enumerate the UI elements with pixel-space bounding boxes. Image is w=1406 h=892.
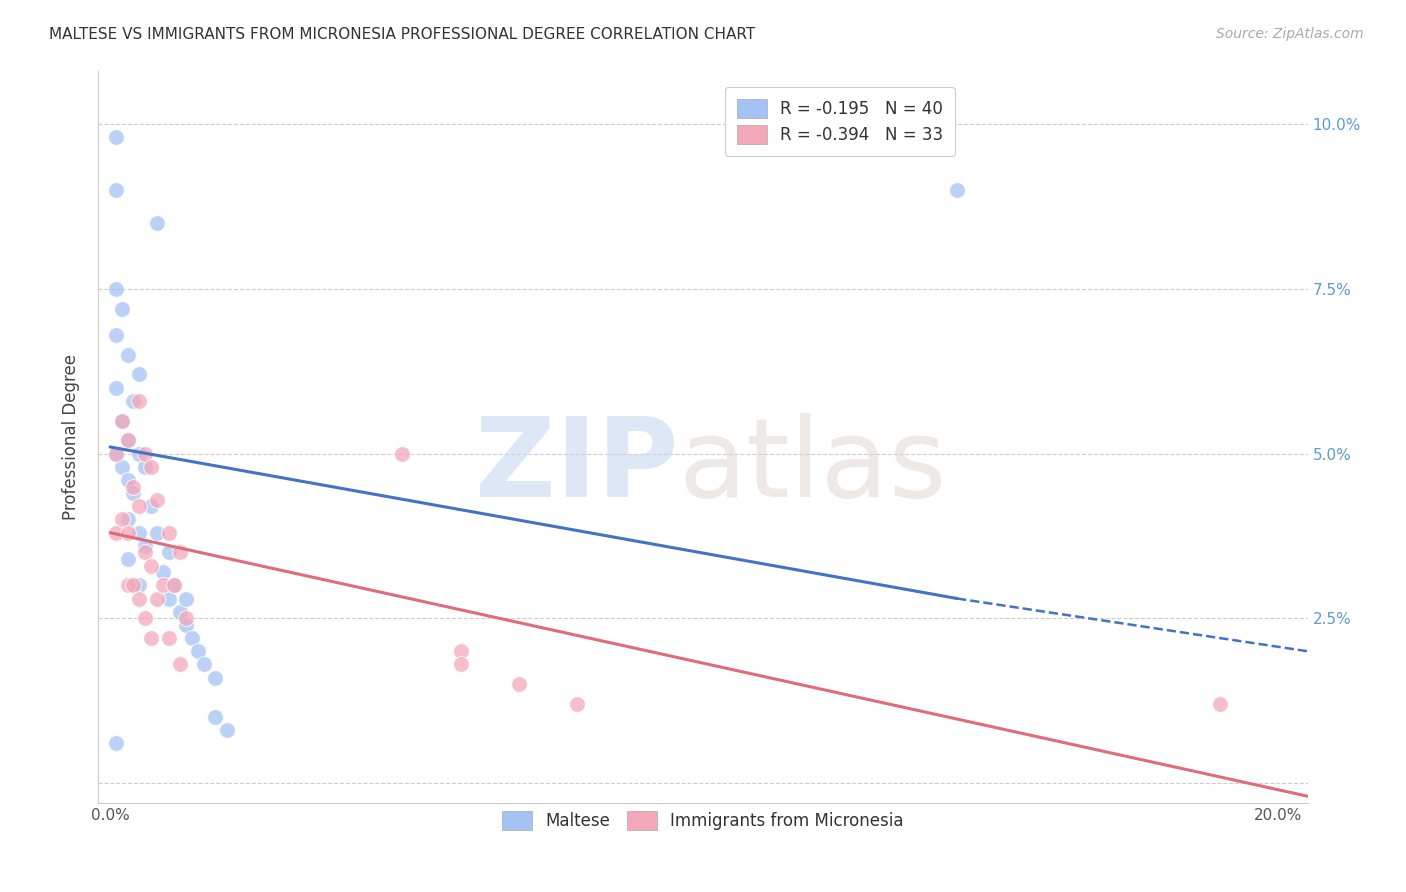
Point — [215, 723, 238, 738]
Point — [111, 301, 134, 316]
Point — [117, 512, 139, 526]
Point — [146, 492, 169, 507]
Point — [128, 368, 150, 382]
Point — [128, 500, 150, 514]
Point — [139, 558, 162, 573]
Point — [450, 644, 472, 658]
Point — [157, 631, 180, 645]
Point — [111, 414, 134, 428]
Point — [187, 644, 209, 658]
Point — [111, 414, 134, 428]
Point — [117, 578, 139, 592]
Point — [104, 737, 127, 751]
Point — [169, 545, 191, 559]
Point — [122, 479, 145, 493]
Point — [128, 393, 150, 408]
Point — [139, 500, 162, 514]
Point — [508, 677, 530, 691]
Point — [174, 618, 197, 632]
Point — [122, 486, 145, 500]
Point — [163, 578, 186, 592]
Point — [157, 545, 180, 559]
Point — [128, 591, 150, 606]
Text: ZIP: ZIP — [475, 413, 679, 520]
Text: atlas: atlas — [679, 413, 948, 520]
Point — [157, 591, 180, 606]
Point — [117, 348, 139, 362]
Point — [134, 446, 156, 460]
Point — [169, 657, 191, 672]
Y-axis label: Professional Degree: Professional Degree — [62, 354, 80, 520]
Point — [146, 591, 169, 606]
Point — [391, 446, 413, 460]
Point — [180, 631, 202, 645]
Point — [139, 631, 162, 645]
Point — [157, 525, 180, 540]
Point — [139, 459, 162, 474]
Point — [117, 525, 139, 540]
Point — [134, 611, 156, 625]
Point — [104, 446, 127, 460]
Text: MALTESE VS IMMIGRANTS FROM MICRONESIA PROFESSIONAL DEGREE CORRELATION CHART: MALTESE VS IMMIGRANTS FROM MICRONESIA PR… — [49, 27, 755, 42]
Point — [104, 327, 127, 342]
Point — [152, 578, 174, 592]
Point — [122, 393, 145, 408]
Point — [146, 525, 169, 540]
Point — [450, 657, 472, 672]
Point — [204, 710, 226, 724]
Point — [134, 459, 156, 474]
Point — [104, 381, 127, 395]
Point — [1209, 697, 1232, 711]
Point — [117, 552, 139, 566]
Point — [104, 446, 127, 460]
Text: Source: ZipAtlas.com: Source: ZipAtlas.com — [1216, 27, 1364, 41]
Point — [174, 611, 197, 625]
Point — [104, 183, 127, 197]
Point — [146, 216, 169, 230]
Legend: Maltese, Immigrants from Micronesia: Maltese, Immigrants from Micronesia — [491, 799, 915, 842]
Point — [567, 697, 589, 711]
Point — [163, 578, 186, 592]
Point — [111, 512, 134, 526]
Point — [128, 578, 150, 592]
Point — [174, 591, 197, 606]
Point — [193, 657, 215, 672]
Point — [111, 459, 134, 474]
Point — [117, 473, 139, 487]
Point — [204, 671, 226, 685]
Point — [134, 539, 156, 553]
Point — [117, 434, 139, 448]
Point — [128, 525, 150, 540]
Point — [128, 446, 150, 460]
Point — [104, 130, 127, 145]
Point — [152, 565, 174, 579]
Point — [946, 183, 969, 197]
Point — [117, 434, 139, 448]
Point — [104, 282, 127, 296]
Point — [134, 545, 156, 559]
Point — [169, 605, 191, 619]
Point — [122, 578, 145, 592]
Point — [104, 525, 127, 540]
